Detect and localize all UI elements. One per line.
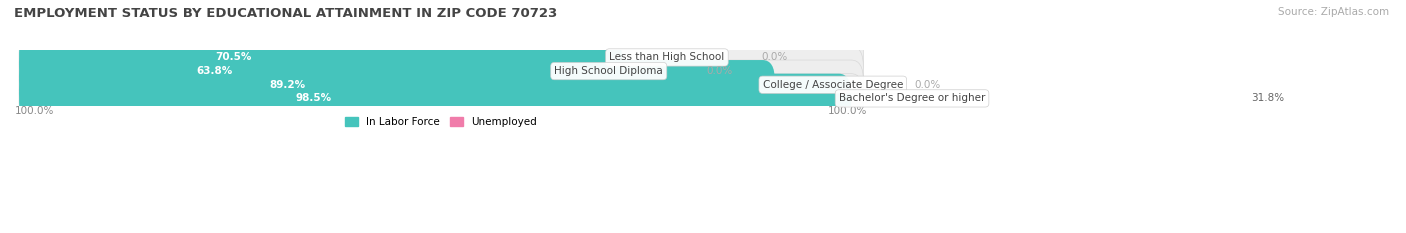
FancyBboxPatch shape	[20, 33, 621, 82]
FancyBboxPatch shape	[20, 74, 863, 123]
Text: 63.8%: 63.8%	[197, 66, 232, 76]
Text: EMPLOYMENT STATUS BY EDUCATIONAL ATTAINMENT IN ZIP CODE 70723: EMPLOYMENT STATUS BY EDUCATIONAL ATTAINM…	[14, 7, 557, 20]
FancyBboxPatch shape	[966, 74, 1251, 123]
Text: 100.0%: 100.0%	[828, 106, 868, 116]
Text: Less than High School: Less than High School	[609, 52, 724, 62]
Text: College / Associate Degree: College / Associate Degree	[762, 80, 903, 90]
Text: 0.0%: 0.0%	[706, 66, 733, 76]
Text: 0.0%: 0.0%	[914, 80, 941, 90]
FancyBboxPatch shape	[20, 33, 863, 82]
FancyBboxPatch shape	[20, 46, 863, 96]
Text: 70.5%: 70.5%	[215, 52, 252, 62]
Text: 98.5%: 98.5%	[295, 93, 332, 103]
FancyBboxPatch shape	[20, 60, 863, 110]
Text: High School Diploma: High School Diploma	[554, 66, 664, 76]
FancyBboxPatch shape	[20, 60, 775, 110]
Text: 0.0%: 0.0%	[761, 52, 787, 62]
Text: 31.8%: 31.8%	[1251, 93, 1284, 103]
Text: Source: ZipAtlas.com: Source: ZipAtlas.com	[1278, 7, 1389, 17]
Legend: In Labor Force, Unemployed: In Labor Force, Unemployed	[342, 113, 541, 131]
Text: 89.2%: 89.2%	[270, 80, 305, 90]
FancyBboxPatch shape	[20, 74, 851, 123]
Text: 100.0%: 100.0%	[15, 106, 55, 116]
Text: Bachelor's Degree or higher: Bachelor's Degree or higher	[839, 93, 986, 103]
FancyBboxPatch shape	[20, 46, 567, 96]
